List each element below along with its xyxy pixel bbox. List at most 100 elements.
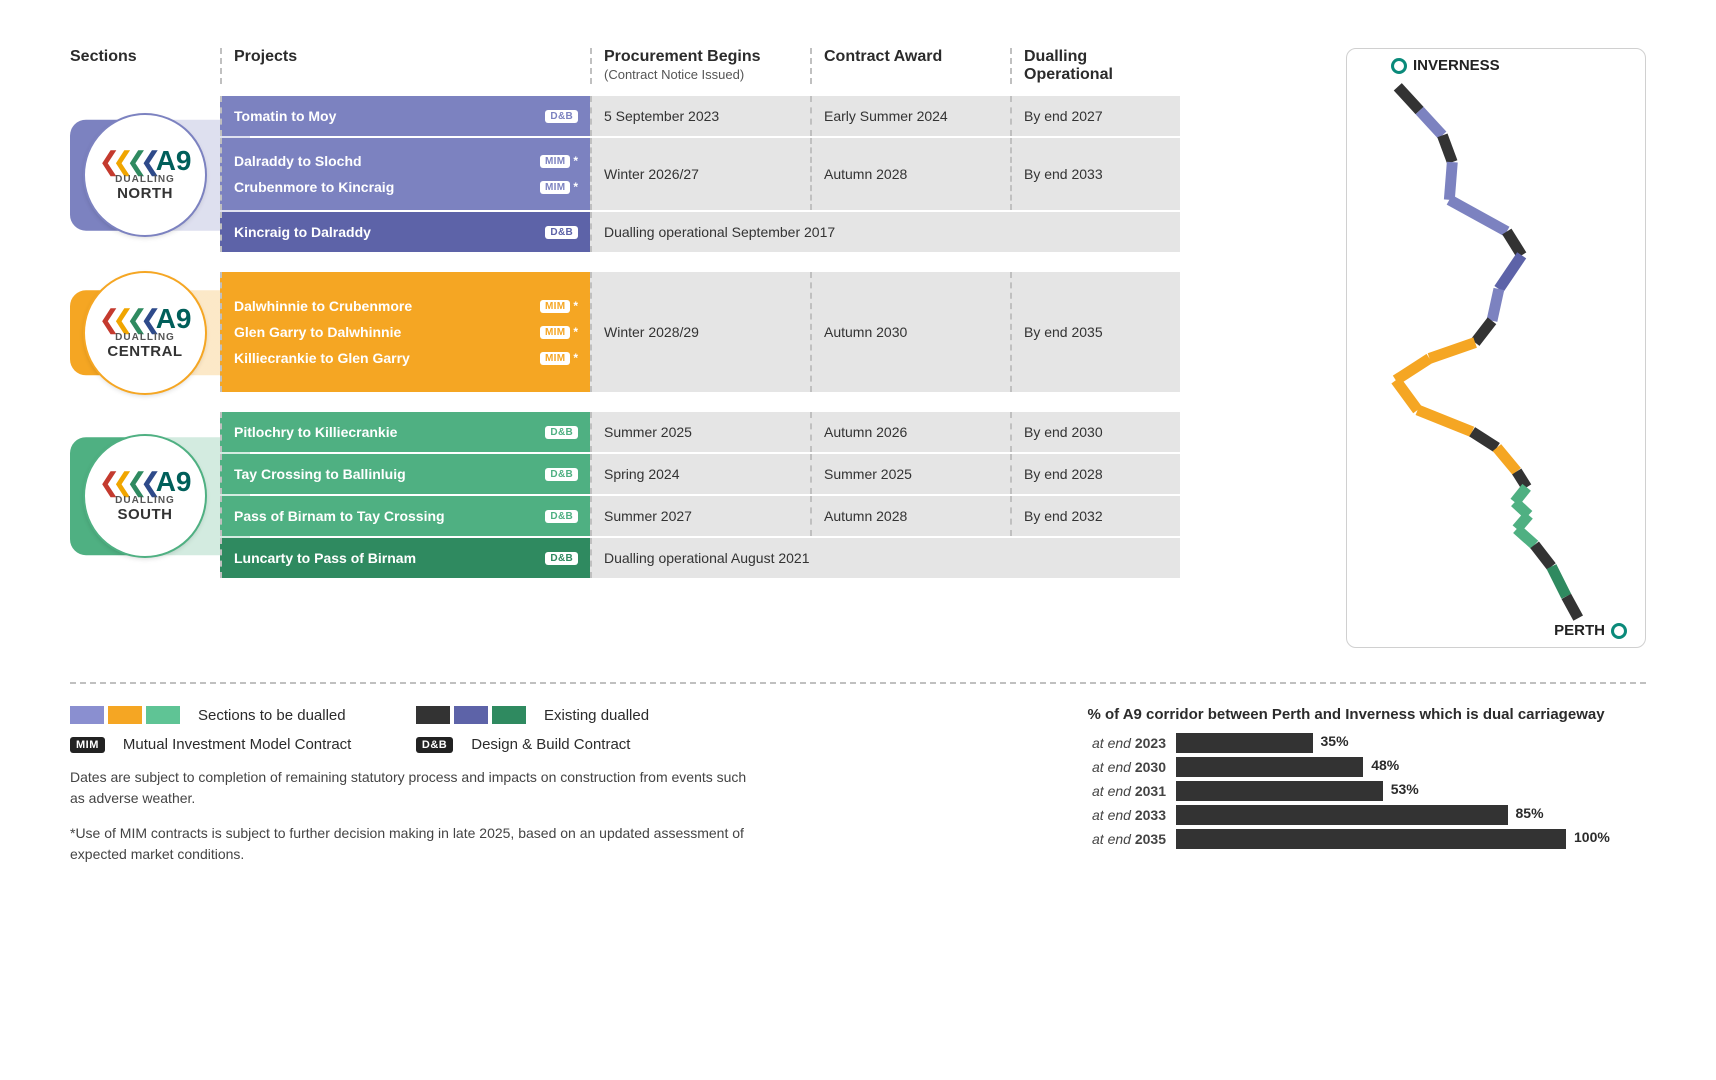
route-segment [1418,410,1473,432]
contract-tag: MIM * [540,351,578,365]
bar-label: at end 2033 [1046,807,1176,823]
project-line: Dalraddy to Slochd MIM * [234,153,578,169]
route-segment [1420,111,1443,136]
bar-label: at end 2031 [1046,783,1176,799]
route-segment [1515,502,1529,515]
header-procurement: Procurement Begins (Contract Notice Issu… [590,48,810,84]
top-region: Sections Projects Procurement Begins (Co… [70,48,1646,648]
badge-wrap-south: ❮❮❮❮ A9 DUALLING SOUTH [70,412,220,580]
route-segment [1517,529,1535,545]
bar-label: at end 2030 [1046,759,1176,775]
swatch [70,706,104,724]
note-2: *Use of MIM contracts is subject to furt… [70,823,750,865]
cell-span: Dualling operational August 2021 [590,538,1180,578]
swatches-to-dual [70,706,180,724]
table-row: Kincraig to Dalraddy D&B Dualling operat… [220,212,1316,252]
column-headers: Sections Projects Procurement Begins (Co… [70,48,1316,84]
section-north: ❮❮❮❮ A9 DUALLING NORTH Tomatin to Moy D&… [70,96,1316,254]
bar-row: at end 2030 48% [1046,757,1646,777]
badge-wrap-north: ❮❮❮❮ A9 DUALLING NORTH [70,96,220,254]
cell-proc: Spring 2024 [590,454,810,494]
header-projects: Projects [220,48,590,84]
project-cell: Kincraig to Dalraddy D&B [220,212,590,252]
badge-wrap-central: ❮❮❮❮ A9 DUALLING CENTRAL [70,272,220,394]
contract-tag: MIM * [540,325,578,339]
star-icon: * [573,351,578,365]
cell-award: Early Summer 2024 [810,96,1010,136]
table-row: Tay Crossing to Ballinluig D&B Spring 20… [220,454,1316,494]
route-map: INVERNESS PERTH [1346,48,1646,648]
contract-tag: D&B [545,226,578,239]
sections-host: ❮❮❮❮ A9 DUALLING NORTH Tomatin to Moy D&… [70,96,1316,580]
route-segment [1442,135,1452,162]
rows-north: Tomatin to Moy D&B 5 September 2023 Earl… [220,96,1316,254]
route-segment [1449,200,1507,232]
route-segment [1396,358,1430,380]
pill-mim: MIM [540,352,570,365]
table-row: Pass of Birnam to Tay Crossing D&B Summe… [220,496,1316,536]
db-pill: D&B [416,737,453,753]
badge-dualling: DUALLING [115,495,175,506]
bar-fill [1176,805,1508,825]
route-segment [1551,567,1566,597]
contract-tag: MIM * [540,154,578,168]
a9-logo: A9 [156,469,192,494]
ring-icon [1611,623,1627,639]
route-segment [1396,380,1418,410]
chart-area: % of A9 corridor between Perth and Inver… [1046,706,1646,865]
swatch [492,706,526,724]
cell-award: Autumn 2028 [810,138,1010,210]
badge-which: SOUTH [118,506,173,523]
table-row: Dalwhinnie to Crubenmore MIM * Glen Garr… [220,272,1316,392]
a9-logo: A9 [156,148,192,173]
cell-award: Summer 2025 [810,454,1010,494]
bar-value: 53% [1391,781,1419,797]
bar-track: 48% [1176,757,1646,777]
route-segment [1492,289,1499,321]
a9-logo: A9 [156,306,192,331]
pill-db: D&B [545,426,578,439]
bottom-region: Sections to be dualled Existing dualled … [70,706,1646,865]
cell-span: Dualling operational September 2017 [590,212,1180,252]
route-segment [1475,321,1492,343]
bar-track: 53% [1176,781,1646,801]
rows-south: Pitlochry to Killiecrankie D&B Summer 20… [220,412,1316,580]
legend-row-2: MIM Mutual Investment Model Contract D&B… [70,736,1006,753]
star-icon: * [573,325,578,339]
bar-row: at end 2033 85% [1046,805,1646,825]
legend-notes: Sections to be dualled Existing dualled … [70,706,1006,865]
header-award: Contract Award [810,48,1010,84]
divider [70,682,1646,684]
project-cell: Pitlochry to Killiecrankie D&B [220,412,590,452]
route-segment [1499,255,1522,289]
cell-op: By end 2032 [1010,496,1180,536]
project-cell: Tay Crossing to Ballinluig D&B [220,454,590,494]
route-segment [1535,545,1552,567]
page: Sections Projects Procurement Begins (Co… [0,0,1716,1080]
cell-award: Autumn 2030 [810,272,1010,392]
pill-mim: MIM [540,181,570,194]
route-segment [1497,448,1517,472]
swatch [454,706,488,724]
bar-value: 85% [1516,805,1544,821]
bar-value: 48% [1371,757,1399,773]
header-operational: Dualling Operational [1010,48,1180,84]
cell-op: By end 2027 [1010,96,1180,136]
cell-op: By end 2030 [1010,412,1180,452]
chart-title: % of A9 corridor between Perth and Inver… [1046,706,1646,723]
cell-proc: 5 September 2023 [590,96,810,136]
chevron-icon: ❮❮❮❮ [99,148,154,174]
cell-proc: Winter 2026/27 [590,138,810,210]
section-south: ❮❮❮❮ A9 DUALLING SOUTH Pitlochry to Kill… [70,412,1316,580]
bar-fill [1176,757,1363,777]
project-cell: Dalraddy to Slochd MIM * Crubenmore to K… [220,138,590,210]
mim-pill: MIM [70,737,105,753]
table-row: Dalraddy to Slochd MIM * Crubenmore to K… [220,138,1316,210]
chevron-icon: ❮❮❮❮ [99,306,154,332]
contract-tag: D&B [545,510,578,523]
map-svg [1357,61,1617,636]
section-badge-north: ❮❮❮❮ A9 DUALLING NORTH [85,115,205,235]
cell-op: By end 2035 [1010,272,1180,392]
city-perth: PERTH [1554,622,1627,639]
route-segment [1398,87,1420,111]
